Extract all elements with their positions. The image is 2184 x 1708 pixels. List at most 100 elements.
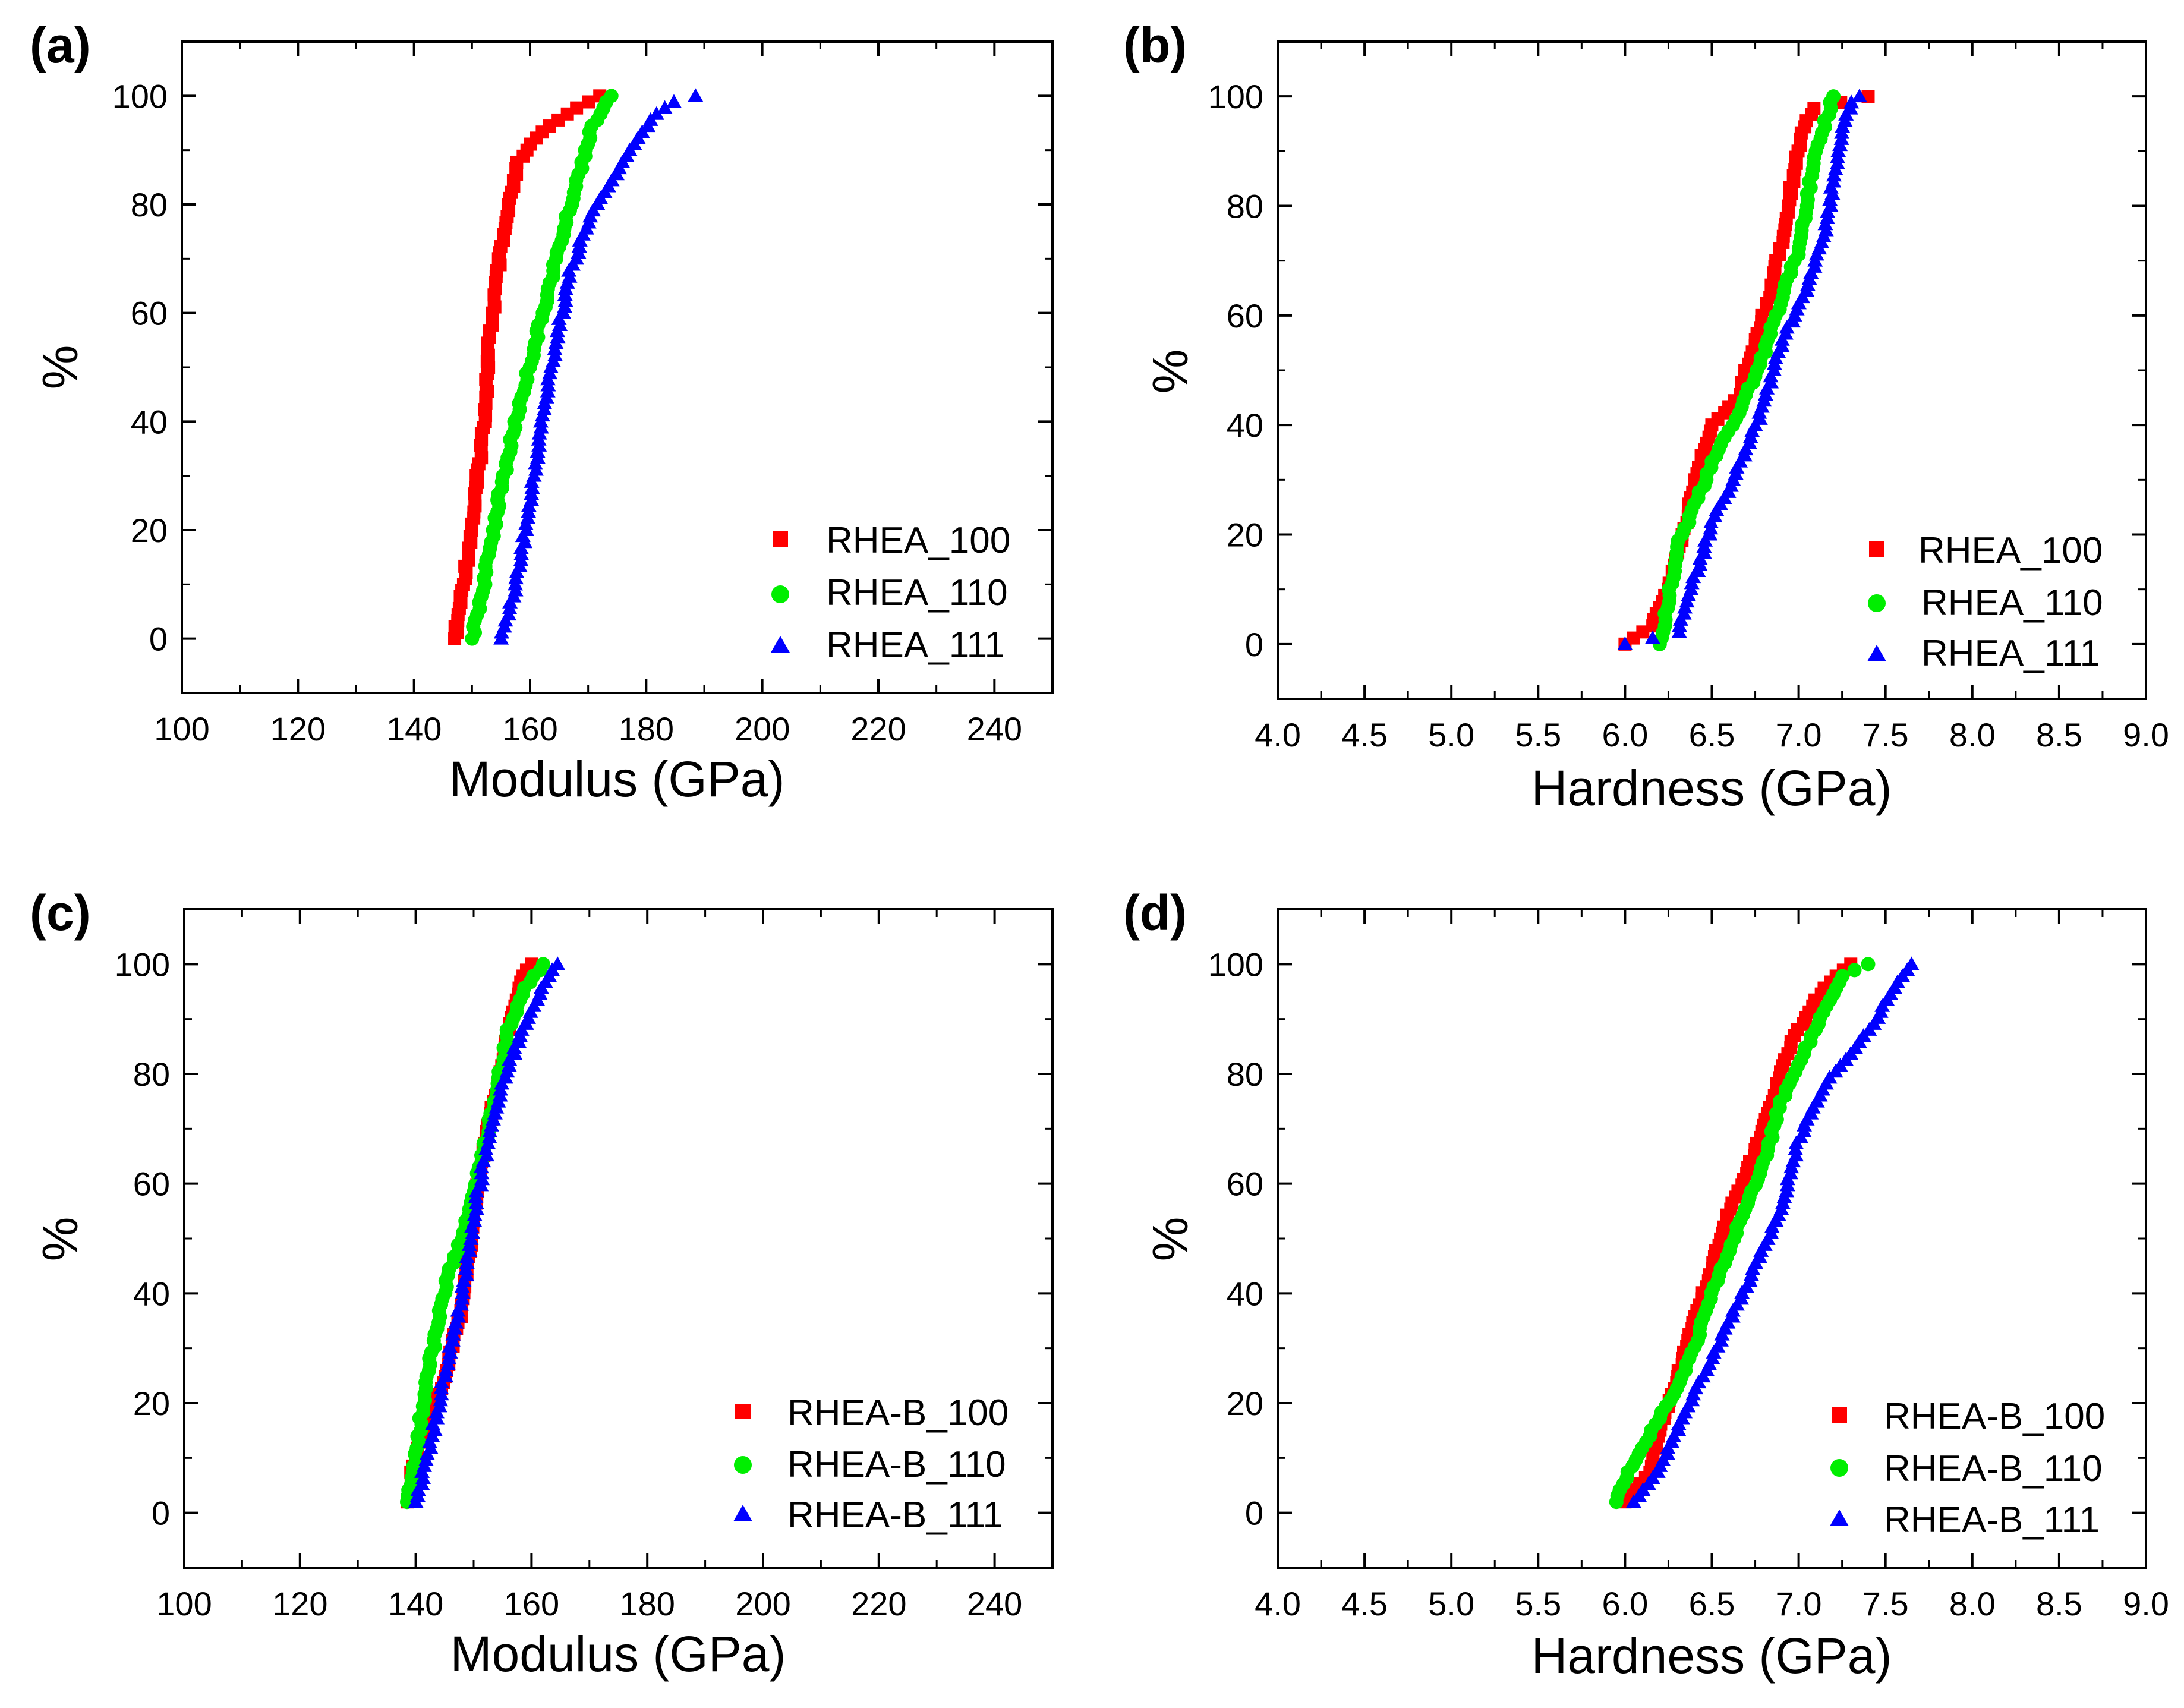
legend-label: RHEA-B_110 [1884, 1448, 2103, 1489]
x-tick-label: 160 [504, 1585, 559, 1622]
x-tick-label: 240 [967, 710, 1022, 748]
y-tick-label: 80 [133, 1055, 170, 1093]
y-tick-label: 60 [133, 1165, 170, 1203]
x-tick-label: 120 [272, 1585, 327, 1622]
legend-label: RHEA-B_111 [787, 1495, 1003, 1536]
legend-marker-triangle [1830, 1510, 1849, 1526]
legend-label: RHEA_111 [826, 625, 1005, 666]
x-tick-label: 7.0 [1776, 716, 1822, 754]
legend-label: RHEA-B_110 [787, 1444, 1006, 1485]
data-point-triangle [550, 956, 566, 970]
legend-label: RHEA-B_100 [787, 1392, 1009, 1433]
data-point-triangle [1903, 956, 1920, 970]
data-point-triangle [688, 88, 704, 102]
x-tick-label: 8.0 [1949, 716, 1996, 754]
x-tick-label: 140 [388, 1585, 443, 1622]
x-tick-label: 4.0 [1255, 1585, 1301, 1622]
y-tick-label: 80 [131, 186, 168, 223]
y-tick-label: 20 [133, 1385, 170, 1422]
y-tick-label: 0 [149, 620, 168, 658]
legend-marker-triangle [1867, 645, 1886, 661]
data-layer [399, 956, 566, 1510]
data-point-circle [1835, 969, 1850, 984]
x-tick-label: 4.5 [1341, 1585, 1388, 1622]
legend-marker-square [773, 531, 788, 547]
legend-marker-square [735, 1404, 751, 1419]
legend-marker-triangle [771, 636, 790, 653]
data-point-triangle [648, 106, 664, 120]
legend-marker-circle [1868, 594, 1886, 612]
data-point-circle [535, 957, 550, 972]
data-point-circle [1861, 957, 1876, 972]
legend-marker-square [1869, 541, 1884, 557]
x-axis-title: Modulus (GPa) [449, 751, 785, 807]
axis-layer: 4.0 4.5 5.0 5.5 6.0 6.5 7.0 7.5 8.0 8.5 9.0 0 20 40 60… [1208, 40, 2169, 754]
x-tick-label: 7.5 [1862, 716, 1909, 754]
legend: RHEA-B_100 RHEA-B_110 RHEA-B_111 [1830, 1396, 2105, 1540]
y-tick-label: 20 [131, 512, 168, 549]
x-tick-label: 120 [270, 710, 326, 748]
data-point-square [1807, 102, 1821, 115]
panel-label: (b) [1123, 17, 1187, 73]
x-axis-title: Hardness (GPa) [1531, 760, 1892, 816]
axis-layer: 100 120 140 160 180 200 220 240 0 20 40 60 80 100 [112, 40, 1052, 748]
x-axis-title: Modulus (GPa) [450, 1626, 786, 1682]
x-tick-label: 100 [154, 710, 209, 748]
axis-layer: 100 120 140 160 180 200 220 240 0 20 40 60 80 100 [115, 908, 1052, 1622]
data-layer [1609, 956, 1920, 1510]
legend-marker-circle [771, 585, 789, 603]
panel-label: (c) [30, 885, 91, 941]
panel-c: (c) 100 120 140 160 180 200 220 240020406080100… [30, 885, 1054, 1682]
x-tick-label: 4.5 [1341, 716, 1388, 754]
x-tick-label: 220 [850, 710, 906, 748]
x-tick-label: 6.0 [1602, 1585, 1648, 1622]
x-tick-label: 140 [386, 710, 442, 748]
x-tick-label: 5.0 [1428, 1585, 1474, 1622]
legend-marker-square [1832, 1407, 1847, 1423]
x-tick-label: 160 [502, 710, 557, 748]
legend-label: RHEA_100 [826, 520, 1010, 561]
y-axis-title: % [32, 345, 88, 390]
y-axis-title: % [1142, 1217, 1198, 1262]
x-tick-label: 5.5 [1515, 1585, 1561, 1622]
x-tick-label: 6.5 [1689, 1585, 1735, 1622]
x-tick-label: 8.5 [2036, 1585, 2082, 1622]
y-tick-label: 20 [1227, 1385, 1263, 1422]
x-tick-label: 200 [735, 710, 790, 748]
x-tick-label: 5.5 [1515, 716, 1561, 754]
x-tick-label: 180 [619, 1585, 675, 1622]
panel-b: (b) 4.0 4.5 5.0 5.5 6.0 6.5 7.0 7.5 8.0 8.5 9.0 0 20… [1123, 17, 2169, 816]
y-tick-label: 100 [1208, 78, 1263, 115]
x-tick-label: 220 [851, 1585, 906, 1622]
x-tick-label: 8.0 [1949, 1585, 1996, 1622]
x-tick-label: 180 [619, 710, 674, 748]
y-tick-label: 80 [1227, 188, 1263, 225]
y-tick-label: 80 [1227, 1055, 1263, 1093]
x-tick-label: 9.0 [2123, 1585, 2169, 1622]
x-tick-label: 7.0 [1776, 1585, 1822, 1622]
data-point-circle [1826, 89, 1841, 104]
x-tick-label: 7.5 [1862, 1585, 1909, 1622]
data-point-circle [604, 89, 619, 103]
panel-d: (d) 4.0 4.5 5.0 5.5 6.0 6.5 7.0 7.5 8.0 8.5 9.0 0 20… [1123, 885, 2169, 1684]
panel-a: (a) 100 120 140 160 180 200 220 240020406080100… [30, 17, 1054, 807]
x-tick-label: 4.0 [1255, 716, 1301, 754]
legend-marker-circle [1830, 1459, 1848, 1477]
data-point-square [570, 101, 584, 115]
x-tick-label: 240 [967, 1585, 1022, 1622]
data-point-triangle [1644, 630, 1660, 644]
y-tick-label: 0 [1245, 1495, 1263, 1532]
x-tick-label: 6.0 [1602, 716, 1648, 754]
x-tick-label: 5.0 [1428, 716, 1474, 754]
data-point-square [582, 95, 595, 109]
data-point-triangle [1617, 636, 1633, 650]
data-layer [448, 88, 704, 646]
y-tick-label: 40 [1227, 1275, 1263, 1312]
x-tick-label: 200 [735, 1585, 790, 1622]
y-tick-label: 100 [1208, 946, 1263, 983]
y-tick-label: 60 [1227, 297, 1263, 335]
y-tick-label: 60 [1227, 1165, 1263, 1203]
legend-label: RHEA-B_100 [1884, 1396, 2105, 1437]
legend-label: RHEA_110 [826, 572, 1008, 613]
